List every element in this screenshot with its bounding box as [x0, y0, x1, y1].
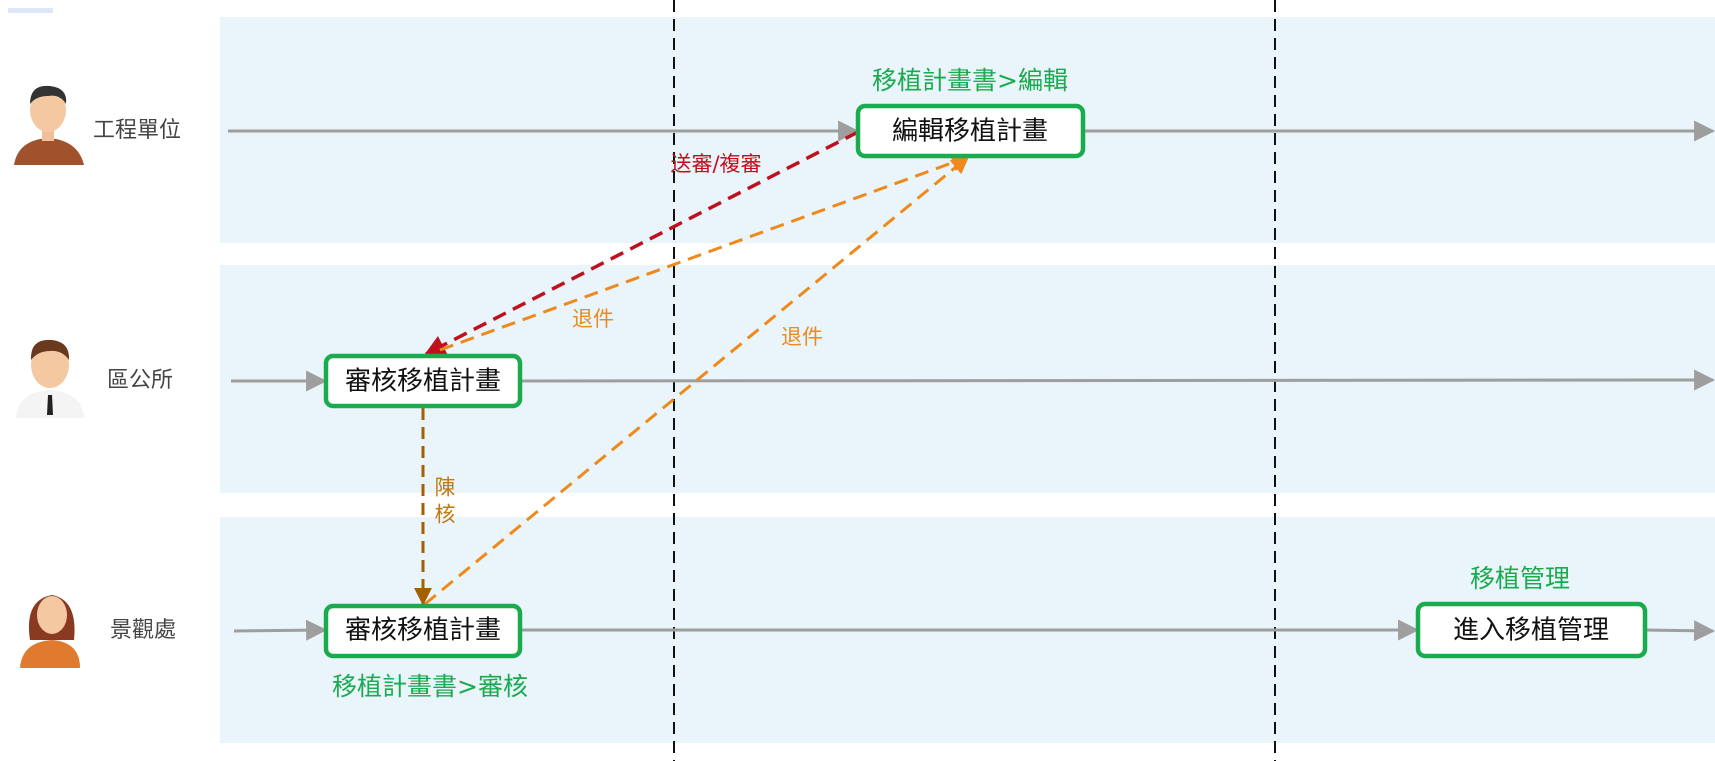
node-label: 審核移植計畫	[345, 616, 501, 646]
edge-label: 陳核	[432, 476, 456, 530]
edge-label: 退件	[781, 325, 823, 349]
lane-label: 景觀處	[110, 618, 176, 643]
tab	[8, 8, 53, 13]
edge-label: 退件	[572, 307, 614, 331]
avatar	[14, 85, 84, 165]
node-caption: 移植計畫書>審核	[332, 672, 528, 701]
node-label: 進入移植管理	[1453, 616, 1609, 646]
avatar	[20, 595, 80, 668]
lane-label: 工程單位	[93, 118, 181, 143]
node-caption: 移植管理	[1470, 564, 1570, 593]
node-label: 編輯移植計畫	[892, 117, 1048, 147]
node-caption: 移植計畫書>編輯	[872, 66, 1068, 95]
edge	[424, 130, 859, 356]
avatar	[16, 339, 84, 418]
node-label: 審核移植計畫	[345, 367, 501, 397]
edge-label: 送審/複審	[670, 152, 761, 176]
flow-lines	[228, 120, 1715, 642]
node-boxes	[323, 103, 1648, 659]
edge	[439, 154, 970, 352]
lane-label: 區公所	[107, 368, 173, 393]
edge	[424, 155, 970, 606]
